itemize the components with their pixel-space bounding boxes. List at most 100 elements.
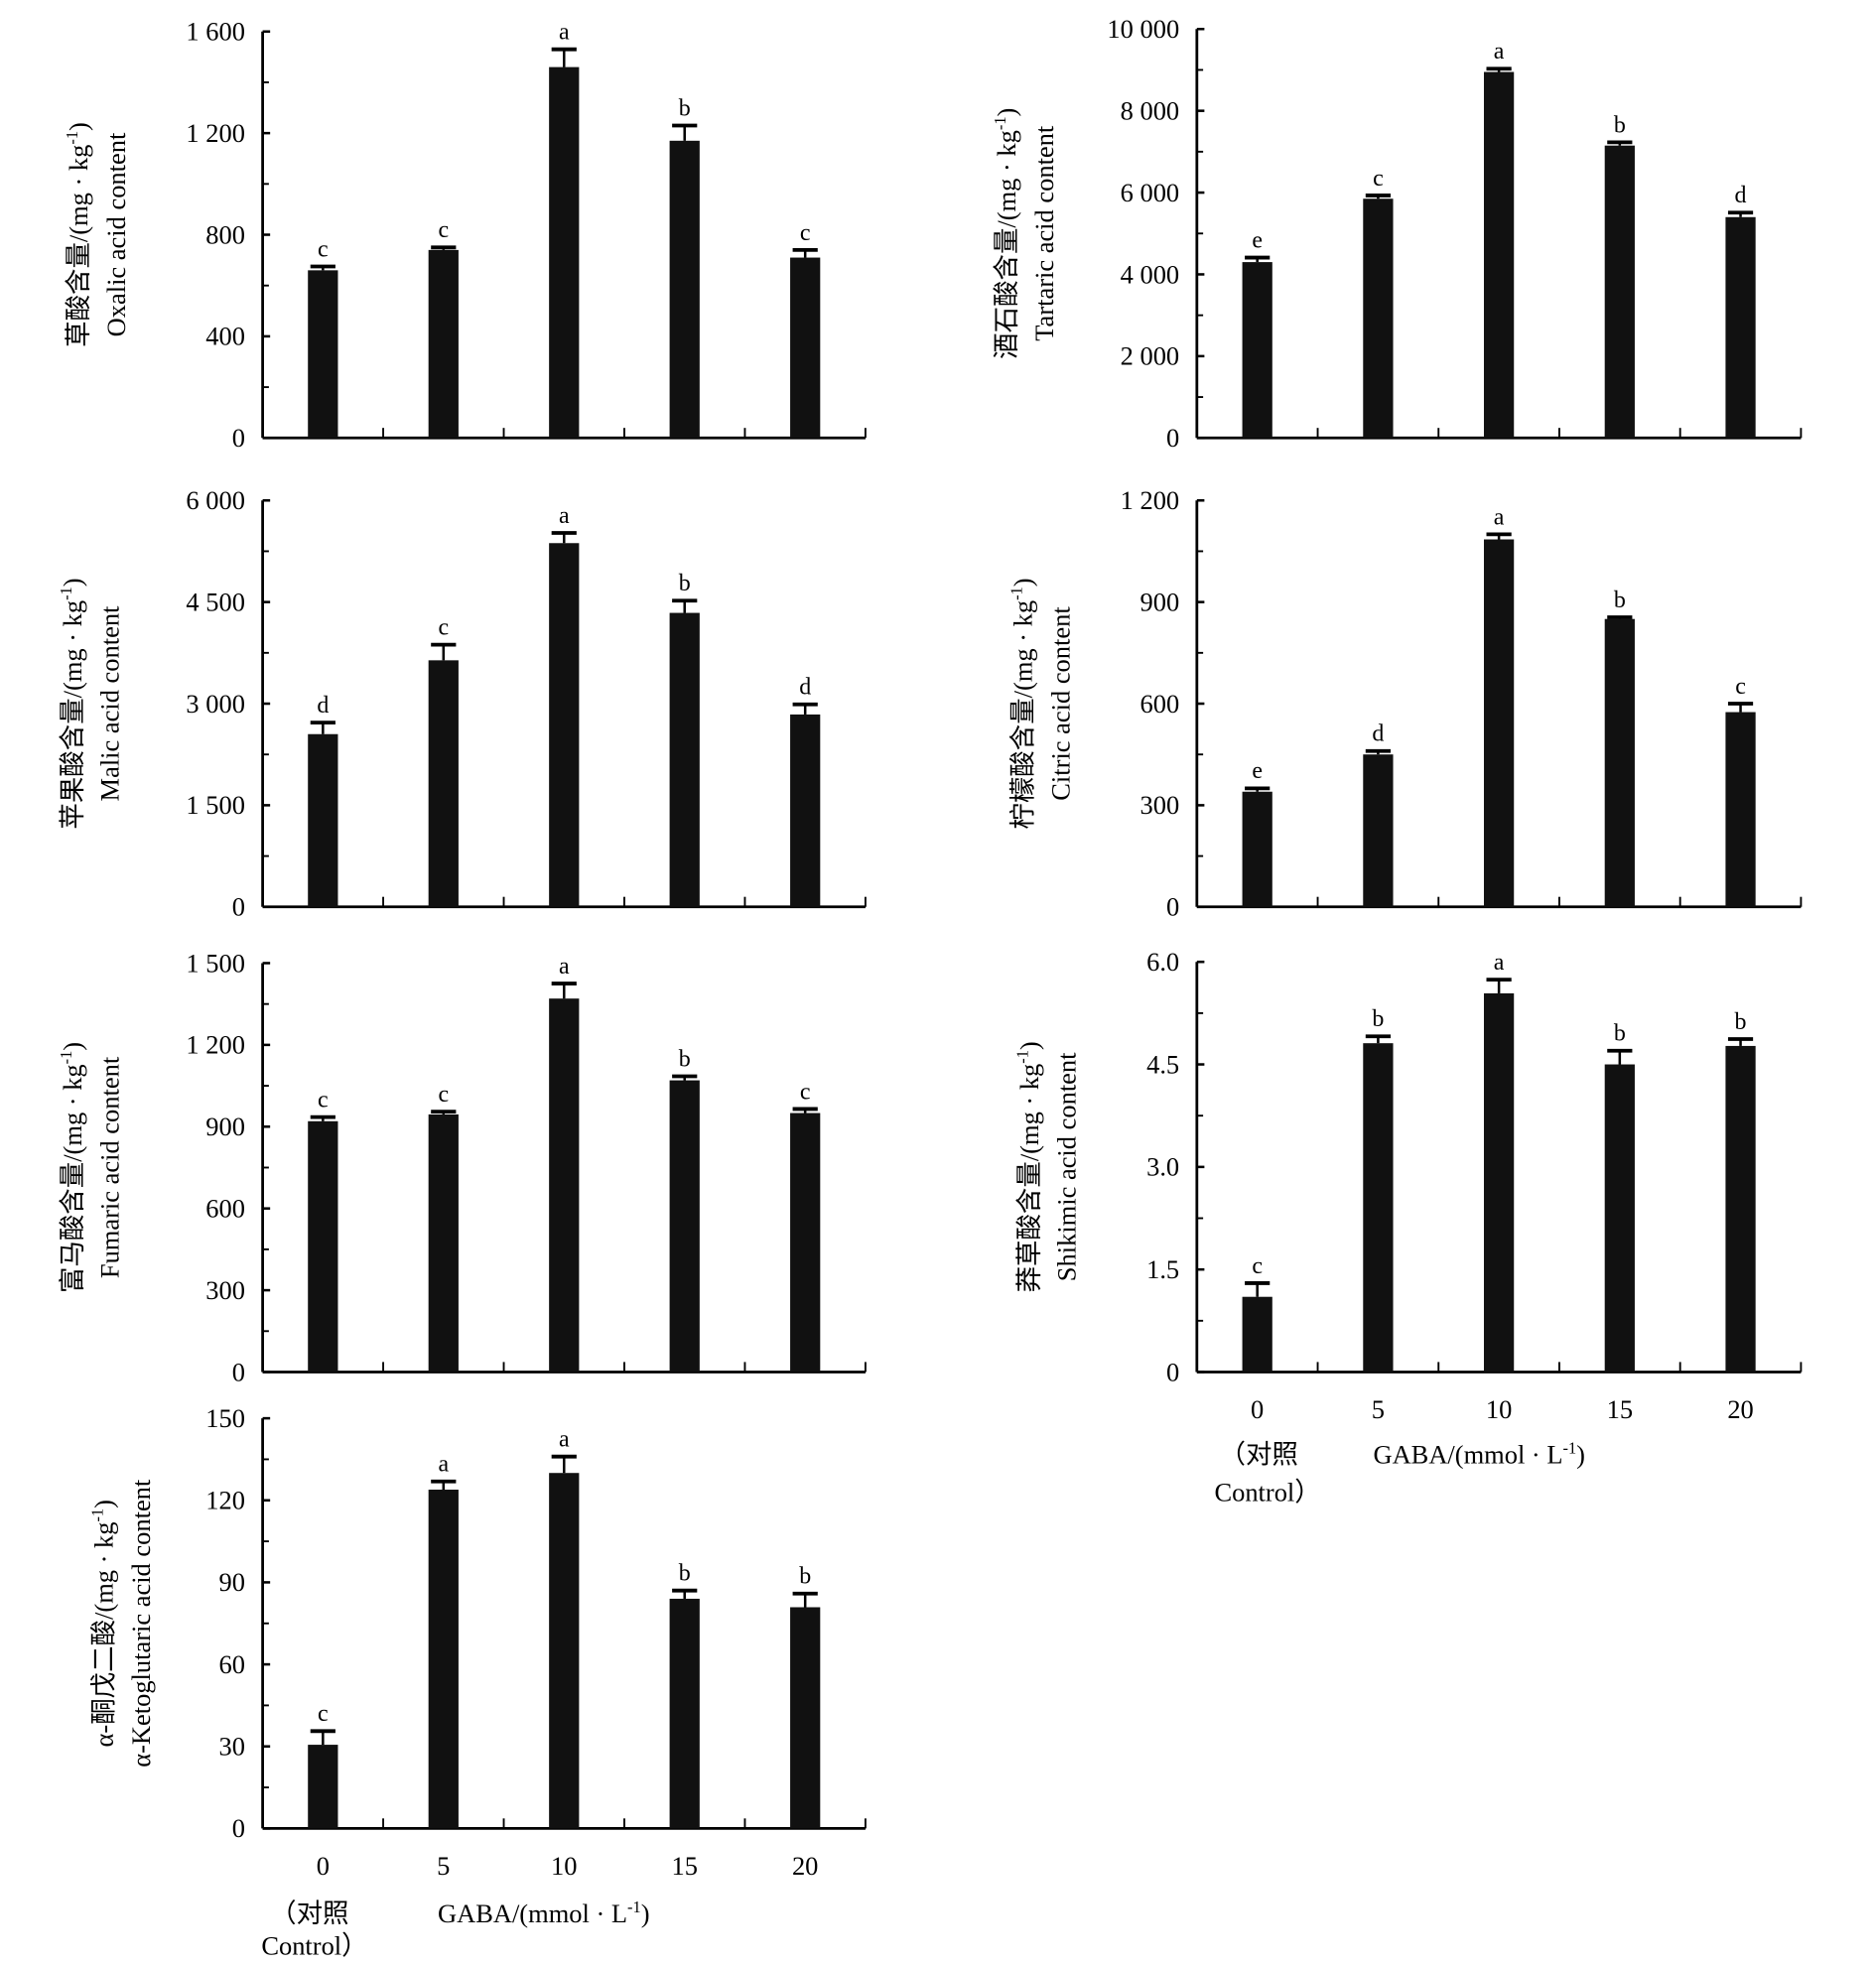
y-label-sup: -1 bbox=[87, 1508, 106, 1522]
significance-letter: a bbox=[1494, 504, 1505, 530]
bar bbox=[669, 612, 700, 907]
x-tick-label: 0 bbox=[1251, 1394, 1264, 1424]
y-label-cn-text: α-酮戊二酸/(mg · kg bbox=[88, 1522, 118, 1748]
y-tick-label: 4 500 bbox=[186, 587, 245, 616]
y-label-sup: -1 bbox=[1006, 587, 1025, 600]
y-label-sup: -1 bbox=[1013, 1050, 1032, 1064]
y-tick-label: 600 bbox=[205, 1194, 245, 1224]
bar bbox=[1483, 539, 1515, 907]
significance-letter: b bbox=[1614, 588, 1626, 613]
y-axis-label: 酒石酸含量/(mg · kg-1) Tartaric acid content bbox=[991, 108, 1059, 359]
chart-tartaric: 0 2 000 4 000 6 000 8 000 10 000 e c a b d 酒石酸含量/(m… bbox=[991, 14, 1803, 453]
x-tick-label: 5 bbox=[437, 1851, 450, 1881]
y-tick-label: 150 bbox=[205, 1403, 245, 1433]
x-tick-label: 15 bbox=[671, 1851, 697, 1881]
bar bbox=[1363, 1043, 1394, 1373]
y-tick-label: 0 bbox=[1166, 892, 1179, 922]
x-control-label-2: Control） bbox=[1214, 1477, 1320, 1506]
y-tick-label: 6 000 bbox=[1121, 178, 1180, 207]
significance-letter: c bbox=[318, 1701, 329, 1727]
y-tick-label: 1 200 bbox=[1121, 485, 1180, 515]
y-axis-label-cn: α-酮戊二酸/(mg · kg-1) bbox=[87, 1500, 118, 1747]
y-axis-label: 苹果酸含量/(mg · kg-1) Malic acid content bbox=[57, 578, 125, 829]
bar bbox=[1725, 216, 1756, 439]
significance-letter: e bbox=[1252, 758, 1263, 784]
y-tick-label: 10 000 bbox=[1107, 14, 1179, 44]
y-tick-label: 30 bbox=[219, 1732, 245, 1762]
y-tick-label: 1 200 bbox=[186, 1030, 245, 1060]
y-label-end: ) bbox=[1014, 1041, 1044, 1050]
y-label-end: ) bbox=[64, 122, 93, 131]
bar bbox=[549, 66, 580, 439]
significance-letter: b bbox=[679, 1561, 691, 1587]
y-label-end: ) bbox=[992, 108, 1021, 117]
x-tick-label: 0 bbox=[317, 1851, 330, 1881]
y-tick-label: 0 bbox=[232, 892, 245, 922]
y-tick-label: 1 600 bbox=[186, 17, 245, 47]
y-label-sup: -1 bbox=[57, 1051, 75, 1065]
chart-ketoglutaric: 0 30 60 90 120 150 c 0 a 5 a 10 b 15 b 20 α-酮戊二酸/(mg · k… bbox=[87, 1403, 867, 1881]
y-tick-label: 3.0 bbox=[1146, 1152, 1179, 1182]
bar bbox=[308, 733, 338, 907]
y-tick-label: 4.5 bbox=[1146, 1049, 1179, 1079]
bar bbox=[308, 270, 338, 439]
y-label-cn-text: 富马酸含量/(mg · kg bbox=[58, 1064, 87, 1293]
bar bbox=[308, 1120, 338, 1373]
y-tick-label: 90 bbox=[219, 1567, 245, 1597]
x-control-label-1: （对照 bbox=[1220, 1439, 1298, 1469]
bar bbox=[428, 1490, 459, 1829]
significance-letter: a bbox=[559, 503, 570, 529]
significance-letter: d bbox=[317, 693, 329, 719]
y-axis-label-cn: 莽草酸含量/(mg · kg-1) bbox=[1013, 1041, 1044, 1292]
chart-oxalic: 0 400 800 1 200 1 600 c c a b c 草酸含量/(mg · kg-1) Ox… bbox=[63, 17, 867, 453]
significance-letter: a bbox=[1494, 950, 1505, 976]
y-axis-label-cn: 苹果酸含量/(mg · kg-1) bbox=[57, 578, 87, 829]
significance-letter: b bbox=[1614, 1021, 1626, 1047]
bar bbox=[790, 714, 821, 907]
significance-letter: a bbox=[438, 1452, 449, 1478]
significance-letter: d bbox=[1735, 183, 1747, 208]
x-tick-label: 20 bbox=[1727, 1394, 1753, 1424]
y-label-end: ) bbox=[1008, 578, 1038, 587]
y-label-sup: -1 bbox=[991, 116, 1009, 130]
bar bbox=[1725, 1045, 1756, 1373]
chart-malic: 0 1 500 3 000 4 500 6 000 d c a b d 苹果酸含量/(mg · kg… bbox=[57, 485, 867, 922]
significance-letter: c bbox=[1373, 166, 1384, 192]
bar bbox=[428, 249, 459, 439]
significance-letter: b bbox=[1372, 1006, 1384, 1032]
x-axis-labels-left: （对照 Control） GABA/(mmol · L-1) bbox=[261, 1898, 649, 1961]
y-tick-label: 120 bbox=[205, 1486, 245, 1515]
y-tick-label: 60 bbox=[219, 1649, 245, 1679]
x-axis-title: GABA/(mmol · L-1) bbox=[1373, 1438, 1585, 1469]
bar bbox=[669, 1080, 700, 1373]
y-label-end: ) bbox=[88, 1500, 118, 1508]
bar bbox=[308, 1745, 338, 1829]
bar bbox=[1725, 712, 1756, 907]
significance-letter: c bbox=[800, 1079, 811, 1105]
bar bbox=[549, 998, 580, 1373]
significance-letter: c bbox=[318, 236, 329, 262]
significance-letter: c bbox=[800, 220, 811, 246]
significance-letter: b bbox=[679, 95, 691, 121]
significance-letter: c bbox=[438, 615, 449, 641]
significance-letter: a bbox=[559, 1427, 570, 1453]
y-axis-label-cn: 草酸含量/(mg · kg-1) bbox=[63, 122, 93, 347]
y-tick-label: 1 500 bbox=[186, 948, 245, 978]
y-axis-label: 富马酸含量/(mg · kg-1) Fumaric acid content bbox=[57, 1042, 125, 1293]
bar bbox=[1363, 198, 1394, 439]
y-tick-label: 6 000 bbox=[186, 485, 245, 515]
x-axis-labels-right: （对照 Control） GABA/(mmol · L-1) bbox=[1214, 1438, 1585, 1506]
y-tick-label: 0 bbox=[1166, 1357, 1179, 1386]
y-axis-label-en: α-Ketoglutaric acid content bbox=[126, 1479, 156, 1768]
y-tick-label: 900 bbox=[1139, 587, 1179, 616]
y-label-cn-text: 柠檬酸含量/(mg · kg bbox=[1008, 600, 1038, 830]
y-label-end: ) bbox=[58, 578, 87, 587]
chart-citric: 0 300 600 900 1 200 e d a b c 柠檬酸含量/(mg · kg-1) Cit… bbox=[1006, 485, 1803, 922]
y-label-cn-text: 酒石酸含量/(mg · kg bbox=[992, 130, 1021, 359]
y-tick-label: 4 000 bbox=[1121, 259, 1180, 289]
y-tick-label: 1 200 bbox=[186, 118, 245, 148]
bar bbox=[1483, 71, 1515, 439]
y-axis-label: α-酮戊二酸/(mg · kg-1) α-Ketoglutaric acid co… bbox=[87, 1479, 156, 1768]
chart-shikimic: 0 1.5 3.0 4.5 6.0 c 0 b 5 a 10 b 15 b 20 莽草酸含量/(mg · kg… bbox=[1013, 947, 1803, 1424]
y-tick-label: 0 bbox=[232, 423, 245, 453]
